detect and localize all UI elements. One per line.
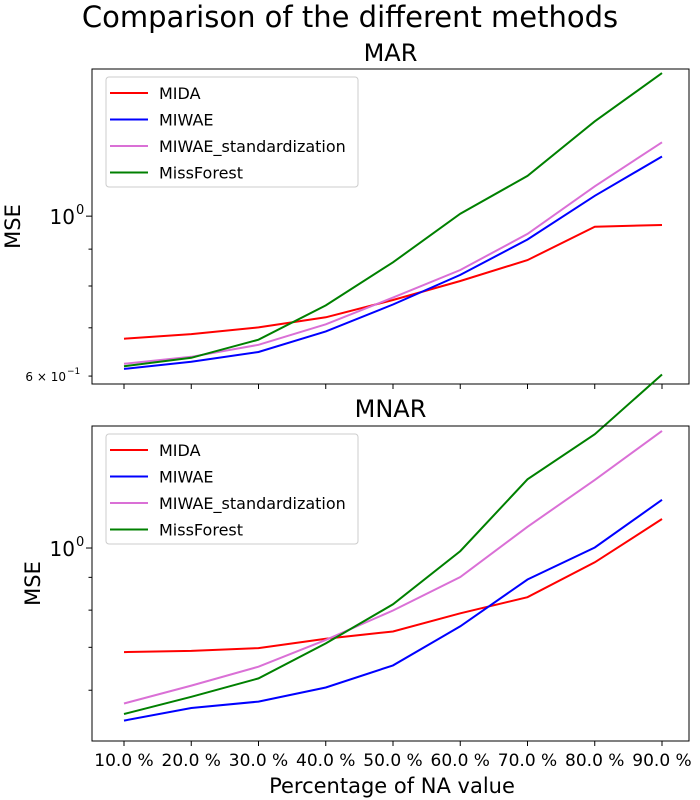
legend-label-miwae: MIWAE: [159, 468, 214, 487]
subplot-title: MNAR: [355, 395, 427, 423]
x-tick-label: 20.0 %: [162, 751, 221, 771]
y-tick-label: 10: [50, 205, 75, 229]
legend-label-missforest: MissForest: [159, 164, 243, 183]
series-line-missforest: [123, 72, 663, 368]
series-line-miwae-standardization: [123, 430, 663, 705]
legend-label-mida: MIDA: [159, 441, 201, 460]
series-line-missforest: [123, 373, 663, 715]
legend: MIDA MIWAE MIWAE_standardization MissForest: [105, 433, 359, 545]
legend-box: [105, 433, 359, 545]
legend-label-miwae-standardization: MIWAE_standardization: [159, 137, 346, 157]
x-tick-label: 90.0 %: [632, 751, 691, 771]
axes-frame: [91, 68, 690, 385]
y-tick-exponent: 0: [76, 203, 84, 218]
y-minor-tick-exponent: −1: [67, 367, 80, 377]
x-tick-label: 80.0 %: [565, 751, 624, 771]
legend-label-missforest: MissForest: [159, 521, 243, 540]
y-tick-exponent: 0: [76, 535, 84, 550]
y-axis-label: MSE: [1, 204, 25, 249]
y-axis-label: MSE: [21, 561, 45, 606]
y-tick-label: 10: [50, 537, 75, 561]
series-line-miwae: [123, 155, 663, 370]
series-line-mida: [123, 224, 663, 340]
y-minor-tick-label: 6 × 10: [25, 370, 66, 384]
axes-frame: [91, 425, 690, 742]
series-line-mida: [123, 518, 663, 654]
x-tick-label: 60.0 %: [431, 751, 490, 771]
legend-label-miwae-standardization: MIWAE_standardization: [159, 494, 346, 514]
subplot-title: MAR: [364, 39, 418, 67]
series-line-miwae: [123, 498, 663, 722]
x-tick-label: 70.0 %: [498, 751, 557, 771]
x-tick-label: 30.0 %: [229, 751, 288, 771]
legend-label-mida: MIDA: [159, 84, 201, 103]
figure-title: Comparison of the different methods: [82, 0, 618, 34]
legend-label-miwae: MIWAE: [159, 111, 214, 130]
legend-box: [105, 76, 359, 188]
panel-mnar: MNAR MSE 10.0 % 20.0 % 30.0 % 40.0 % 50.0 % 60.…: [21, 373, 692, 771]
x-tick-label: 40.0 %: [296, 751, 355, 771]
panel-mar: MAR MSE 10 0 6 × 10 −1 MIDA MIWAE MIWAE_standard…: [1, 39, 690, 389]
x-tick-label: 50.0 %: [363, 751, 422, 771]
x-tick-label: 10.0 %: [94, 751, 153, 771]
legend: MIDA MIWAE MIWAE_standardization MissForest: [105, 76, 359, 188]
x-axis-label: Percentage of NA value: [269, 774, 515, 798]
